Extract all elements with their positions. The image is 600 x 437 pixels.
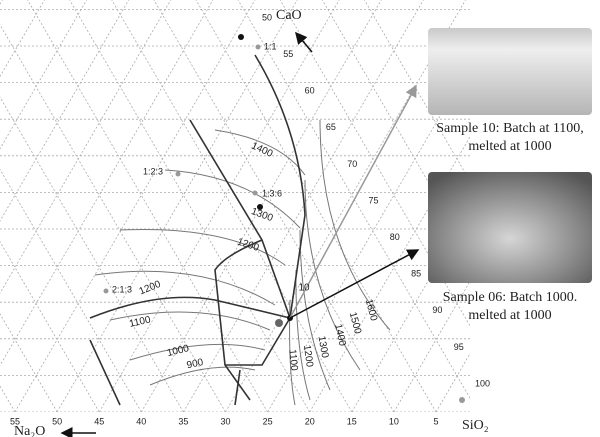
tick-label: 35 [178,416,188,426]
grid-line [140,0,382,412]
grid-line [27,0,268,412]
tick-label: 100 [475,378,490,388]
tick-label: 70 [347,159,357,169]
grid-line [225,0,466,412]
tick-label: 20 [305,416,315,426]
corner-point [459,397,465,403]
grid-line [56,0,298,412]
tick-label: 80 [390,232,400,242]
grid-line [0,0,130,222]
ratio-label: 1:3:6 [262,188,282,198]
tick-label: 95 [454,342,464,352]
arrow [295,31,313,53]
caption: melted at 1000 [468,139,551,154]
grid-line [0,24,226,412]
sample-point [238,34,244,40]
grid-line [98,0,340,412]
ratio-point [175,171,181,177]
tick-label: 15 [347,416,357,426]
grid-line [0,0,3,5]
isotherm-label: 1600 [363,298,379,323]
tick-label: 30 [220,416,230,426]
caption: melted at 1000 [468,308,551,323]
isotherm-label: 1300 [316,335,331,359]
tick-label: 25 [263,416,273,426]
tick-label: 55 [10,416,20,426]
tick-label: 60 [305,86,315,96]
arrow [289,249,420,319]
ratio-label: 2:1:3 [112,284,132,294]
tick-label: 50 [52,416,62,426]
grid-line [0,385,16,412]
grid-line [0,96,184,412]
sample-photo [428,28,592,115]
tick-label: 90 [432,305,442,315]
grid-line [14,0,256,412]
tick-label: 5 [433,416,438,426]
grid-line [153,0,395,412]
grid-line [0,0,87,150]
tick-label: 55 [283,49,293,59]
axis-label: CaO [276,8,302,23]
sample-point [275,319,283,327]
isotherm-label: 1300 [250,206,275,224]
grid-line [279,0,470,327]
sample-point [257,204,263,210]
tick-label: 85 [411,269,421,279]
isotherm-label: 1400 [250,140,275,160]
ratio-point [103,288,109,294]
grid-line [0,0,214,367]
grid-line [183,0,424,412]
grid-line [69,0,311,412]
sample-photo [428,172,592,283]
tick-label: 50 [262,12,272,22]
isotherm-label: 900 [186,357,205,371]
grid-line [364,0,470,183]
arrow [289,84,417,319]
tick-label: 75 [369,195,379,205]
isotherm-label: 1500 [347,311,363,336]
tick-label: 40 [136,416,146,426]
caption: Sample 10: Batch at 1100, [436,121,584,136]
grid-line [0,0,45,78]
grid-line [0,240,100,412]
isotherm-label: 1100 [128,314,152,329]
ratio-label: 1:1 [264,41,277,51]
grid-line [195,0,437,412]
axis-label: SiO₂ [462,418,489,433]
grid-line [237,0,470,399]
caption: Sample 06: Batch 1000. [443,290,578,305]
axis-label: Na₂O [14,424,45,437]
ratio-point [255,44,261,50]
isotherm-label: 1100 [286,349,299,372]
tick-label: 45 [94,416,104,426]
isotherm-label: 10 [298,283,310,294]
grid-line [0,0,172,295]
tick-label: 10 [389,416,399,426]
isotherms [89,54,391,406]
grid-line [321,0,470,255]
isotherm-label: 1000 [166,343,191,359]
markers [103,34,465,403]
ratio-point [252,190,258,196]
tick-label: 65 [326,122,336,132]
isotherm-label: 1200 [301,344,315,368]
ratio-label: 1:2:3 [143,166,163,176]
isotherm-label: 1200 [138,279,163,298]
grid-line [111,0,353,412]
isotherm-label: 1400 [332,323,347,347]
